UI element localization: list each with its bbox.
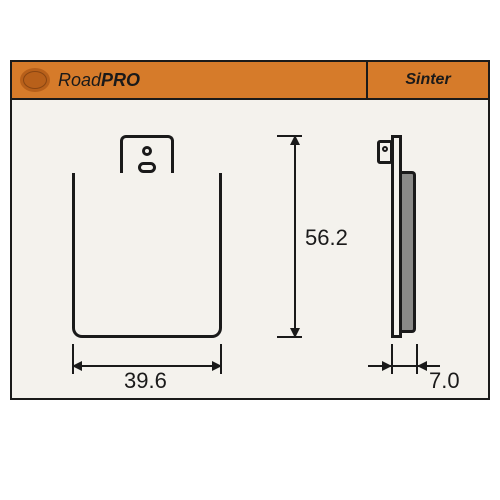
arrow-left-icon [417, 361, 427, 371]
brand-logo-icon [20, 68, 50, 92]
diagram-content: 39.6 56.2 7.0 [12, 100, 488, 398]
pad-body-outline [72, 173, 222, 338]
arrow-right-icon [382, 361, 392, 371]
pad-backing-plate [391, 135, 402, 338]
brand-suffix: PRO [101, 70, 140, 90]
header-bar: RoadPRO Sinter [12, 62, 488, 100]
diagram-canvas: RoadPRO Sinter 39.6 56.2 [10, 60, 490, 400]
pad-mounting-slot-icon [138, 162, 156, 173]
dim-thickness-line [368, 365, 440, 367]
material-label: Sinter [368, 62, 488, 98]
arrow-up-icon [290, 135, 300, 145]
dim-height-line [294, 135, 296, 338]
brand-prefix: Road [58, 70, 101, 90]
header-left: RoadPRO [12, 62, 366, 98]
arrow-down-icon [290, 328, 300, 338]
pad-mounting-hole-icon [142, 146, 152, 156]
dim-width-value: 39.6 [124, 368, 167, 394]
arrow-right-icon [212, 361, 222, 371]
pad-friction-material [402, 171, 416, 333]
pad-mounting-tab [120, 135, 174, 175]
arrow-left-icon [72, 361, 82, 371]
brand-name: RoadPRO [58, 70, 140, 91]
pad-side-tab-hole-icon [382, 146, 388, 152]
pad-side-tab [377, 140, 393, 164]
dim-height-value: 56.2 [305, 225, 348, 251]
dim-width-line [72, 365, 222, 367]
dim-thickness-value: 7.0 [429, 368, 460, 394]
